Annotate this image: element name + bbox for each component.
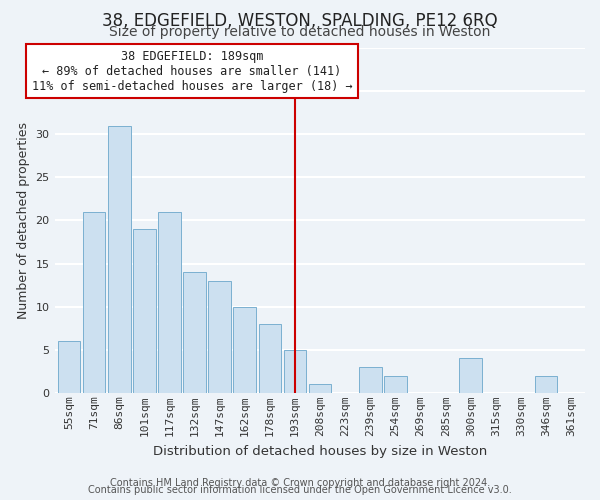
Bar — [359, 367, 382, 393]
Bar — [309, 384, 331, 393]
Bar — [460, 358, 482, 393]
Text: Contains public sector information licensed under the Open Government Licence v3: Contains public sector information licen… — [88, 485, 512, 495]
Y-axis label: Number of detached properties: Number of detached properties — [17, 122, 30, 319]
Bar — [158, 212, 181, 393]
Bar — [83, 212, 106, 393]
Bar — [233, 306, 256, 393]
Text: 38, EDGEFIELD, WESTON, SPALDING, PE12 6RQ: 38, EDGEFIELD, WESTON, SPALDING, PE12 6R… — [102, 12, 498, 30]
Text: 38 EDGEFIELD: 189sqm
← 89% of detached houses are smaller (141)
11% of semi-deta: 38 EDGEFIELD: 189sqm ← 89% of detached h… — [32, 50, 352, 92]
X-axis label: Distribution of detached houses by size in Weston: Distribution of detached houses by size … — [153, 444, 487, 458]
Text: Size of property relative to detached houses in Weston: Size of property relative to detached ho… — [109, 25, 491, 39]
Bar — [208, 281, 231, 393]
Bar — [108, 126, 131, 393]
Bar — [535, 376, 557, 393]
Bar — [133, 229, 155, 393]
Bar — [284, 350, 306, 393]
Bar — [183, 272, 206, 393]
Bar — [259, 324, 281, 393]
Bar — [58, 341, 80, 393]
Bar — [384, 376, 407, 393]
Text: Contains HM Land Registry data © Crown copyright and database right 2024.: Contains HM Land Registry data © Crown c… — [110, 478, 490, 488]
